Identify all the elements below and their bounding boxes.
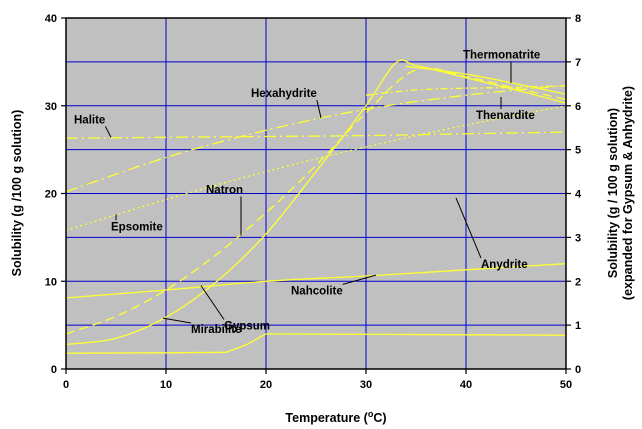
curve-label-hexahydrite: Hexahydrite [251,88,317,100]
curve-nahcolite [65,263,567,299]
y-tick-label: 30 [45,101,57,113]
curve-labels: Halite Hexahydrite Epsomite Natron Mirabilit… [74,49,540,336]
curve-mirabilite [65,59,567,346]
x-tick-label: 20 [260,379,272,391]
y2-tick-label: 1 [575,320,581,332]
y2-tick-label: 7 [575,57,581,69]
y2-tick-label: 2 [575,276,581,288]
y2-tick-label: 6 [575,101,581,113]
leader-line-mirabilite [162,317,192,324]
curve-label-gypsum: Gypsum [224,321,270,333]
x-axis-title-part1: Temperature ( [285,411,368,425]
leader-line-gypsum [200,285,225,320]
leader-line-anydrite [455,197,482,259]
y-axis-title: Solubility (g /100 g solution) [10,110,24,277]
y-tick-label: 10 [45,276,57,288]
y-tick-label: 40 [45,13,57,25]
y2-tick-label: 8 [575,13,581,25]
curve-anydrite [265,333,567,336]
curve-hexahydrite [65,84,567,193]
grid-lines [66,18,566,369]
y-tick-label: 0 [51,364,57,376]
curve-label-epsomite: Epsomite [111,221,163,233]
leader-line-nahcolite [342,274,377,285]
x-tick-label: 50 [560,379,572,391]
y2-tick-label: 3 [575,232,581,244]
curve-label-natron: Natron [206,185,243,197]
y2-tick-label: 0 [575,364,581,376]
y2-tick-label: 5 [575,145,581,157]
x-axis-title-superscript: o [368,409,374,419]
leader-line-halite [104,126,112,138]
y2-axis-title-line1: Solubility (g / 100 g solution) [606,108,620,278]
curve-label-anydrite: Anydrite [481,259,528,271]
curve-thenardite [365,84,567,96]
y2-tick-labels: 0 1 2 3 4 5 6 7 8 [575,13,582,376]
x-axis-title-part3: C) [373,411,386,425]
curve-label-mirabilite: Mirabilite [191,324,241,336]
axis-ticks [61,17,571,374]
x-tick-label: 40 [460,379,472,391]
y-tick-labels: 0 10 20 30 40 [45,13,57,376]
x-tick-labels: 0 10 20 30 40 50 [63,379,572,391]
y2-axis-title-line2: (expanded for Gypsum & Anhydrite) [621,86,635,300]
curve-label-thermonatrite: Thermonatrite [463,49,540,61]
curves [65,59,567,354]
curve-gypsum [65,333,267,354]
curve-natron [65,67,567,335]
leader-line-hexahydrite [316,99,322,119]
y-tick-label: 20 [45,189,57,201]
label-leader-lines [104,61,512,324]
curve-epsomite [65,105,567,232]
y2-tick-label: 4 [575,189,582,201]
x-axis-title: Temperature (oC) [285,409,386,425]
x-tick-label: 30 [360,379,372,391]
curve-label-halite: Halite [74,114,105,126]
curve-label-nahcolite: Nahcolite [291,285,343,297]
x-tick-label: 10 [160,379,172,391]
curve-label-thenardite: Thenardite [476,110,535,122]
curve-halite [65,131,567,139]
curve-thermonatrite [405,65,567,95]
x-tick-label: 0 [63,379,69,391]
